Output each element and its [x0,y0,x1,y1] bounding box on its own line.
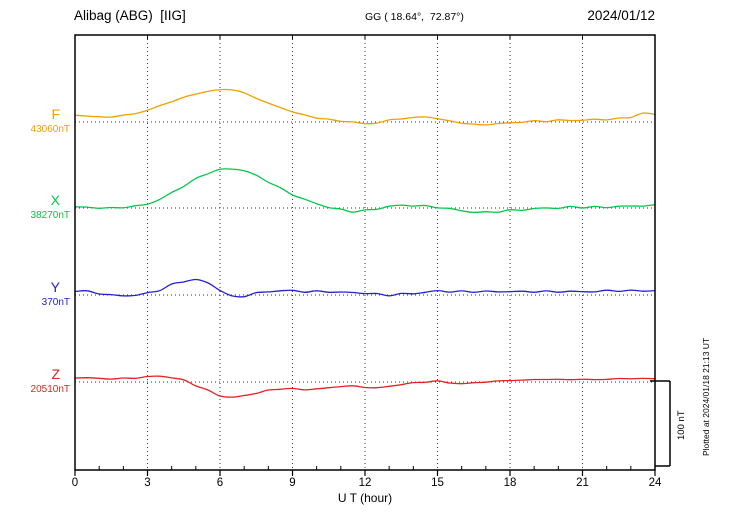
trace-F [74,88,656,126]
series-baseline-value-F: 43060nT [30,124,70,135]
x-tick-label-0: 0 [71,477,79,489]
series-letter-F: F [51,106,60,122]
plot-frame [74,34,656,471]
scale-bar [650,380,671,467]
scale-bar-label: 100 nT [676,410,687,440]
series-letter-Y: Y [50,279,60,295]
grid-lines [147,35,583,470]
trace-Y [74,278,656,298]
x-tick-label-18: 18 [503,477,517,489]
trace-X [74,168,656,214]
x-tick-label-6: 6 [216,477,224,489]
series-baseline-value-X: 38270nT [30,210,70,221]
date-label: 2024/01/12 [587,8,655,23]
series-letter-Z: Z [51,366,60,382]
x-tick-label-12: 12 [358,477,372,489]
geographic-coordinates: GG ( 18.64°, 72.87°) [365,11,464,23]
trace-Z [74,375,656,398]
x-tick-label-24: 24 [648,477,662,489]
x-tick-label-9: 9 [289,477,296,489]
x-axis-label: U T (hour) [337,491,393,505]
series-letter-X: X [50,192,60,208]
magnetogram-traces [74,88,656,398]
plotted-at-note: Plotted at 2024/01/18 21:13 UT [701,337,711,457]
plot-border [74,34,656,471]
series-baseline-value-Z: 20510nT [30,384,70,395]
x-tick-label-3: 3 [144,477,151,489]
station-title: Alibag (ABG) [IIG] [74,8,186,23]
baseline-lines [75,121,655,383]
series-baseline-value-Y: 370nT [41,297,70,308]
axis-ticks [74,35,656,476]
x-tick-label-15: 15 [431,477,444,489]
x-tick-label-21: 21 [576,477,589,489]
